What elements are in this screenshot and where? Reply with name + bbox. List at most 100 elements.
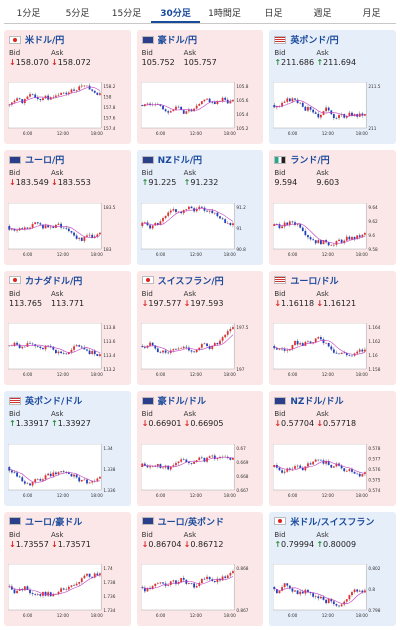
candle-body xyxy=(39,346,42,349)
candle-body xyxy=(203,343,206,345)
price-chart[interactable]: 197.5 197 6:00 12:00 18:00 xyxy=(140,322,260,381)
candle-body xyxy=(39,99,42,101)
currency-card[interactable]: 豪ドル/ドル Bid Ask ↓0.66901 ↓0.66905 0.67 0.6… xyxy=(136,391,264,506)
candle-body xyxy=(16,230,18,231)
tab-0[interactable]: 1分足 xyxy=(16,9,41,19)
pair-name[interactable]: 米ドル/スイスフラン xyxy=(290,517,375,528)
candle-body xyxy=(93,573,96,578)
candle-body xyxy=(351,236,354,240)
candle-body xyxy=(73,474,75,476)
price-chart[interactable]: 0.868 0.867 6:00 12:00 18:00 xyxy=(140,563,260,622)
pair-name[interactable]: ランド/円 xyxy=(290,156,330,167)
candle-body xyxy=(29,227,31,229)
price-chart[interactable]: 113.8 113.6 113.4 113.2 6:00 12:00 18:00 xyxy=(7,322,127,381)
currency-card[interactable]: 英ポンド/円 Bid Ask ↑211.686 ↑211.694 211.5 21… xyxy=(269,30,396,145)
trend-arrow-icon: ↓ xyxy=(9,178,16,188)
currency-card[interactable]: 米ドル/円 Bid Ask ↓158.070 ↓158.072 158.2 158… xyxy=(4,30,131,145)
currency-card[interactable]: ユーロ/ドル Bid Ask ↓1.16118 ↓1.16121 1.164 1.… xyxy=(269,270,396,386)
currency-card[interactable]: NZドル/ドル Bid Ask ↓0.57704 ↓0.57718 0.578 0… xyxy=(269,391,396,506)
currency-card[interactable]: 英ポンド/ドル Bid Ask ↑1.33917 ↑1.33927 1.34 1.… xyxy=(4,391,131,506)
price-chart[interactable]: 183.5 183 6:00 12:00 18:00 xyxy=(7,202,127,261)
pair-name[interactable]: NZドル/円 xyxy=(157,156,203,167)
currency-card[interactable]: NZドル/円 Bid Ask ↑91.225 ↑91.232 91.2 91 90.… xyxy=(136,150,264,265)
price-chart[interactable]: 211.5 211 6:00 12:00 18:00 xyxy=(273,82,392,140)
candle-body xyxy=(55,224,57,228)
price-chart[interactable]: 1.74 1.738 1.736 1.734 6:00 12:00 18:00 xyxy=(7,563,127,622)
pair-name[interactable]: 豪ドル/円 xyxy=(157,36,197,46)
currency-card[interactable]: 米ドル/スイスフラン Bid Ask ↑0.79994 ↑0.80009 0.8… xyxy=(269,511,396,626)
price-chart[interactable]: 0.802 0.8 0.798 6:00 12:00 18:00 xyxy=(273,563,392,622)
pair-name[interactable]: ユーロ/英ポンド xyxy=(157,517,224,528)
pair-name[interactable]: 英ポンド/ドル xyxy=(25,397,83,408)
tab-6[interactable]: 週足 xyxy=(313,9,332,19)
candle-body xyxy=(166,212,169,216)
candle-body xyxy=(164,215,167,218)
price-chart[interactable]: 1.164 1.162 1.16 1.158 6:00 12:00 18:00 xyxy=(273,322,392,381)
tab-4[interactable]: 1時間足 xyxy=(208,9,241,19)
candle-body xyxy=(208,99,211,103)
candle-body xyxy=(179,107,182,111)
candle-body xyxy=(26,343,29,347)
currency-card[interactable]: カナダドル/円 Bid Ask 113.765 113.771 113.8 113… xyxy=(4,270,131,386)
candle-body xyxy=(278,590,281,594)
price-chart[interactable]: 1.34 1.338 1.336 6:00 12:00 18:00 xyxy=(7,443,127,502)
currency-card[interactable]: ユーロ/英ポンド Bid Ask ↓0.86704 ↓0.86712 0.868… xyxy=(136,511,264,626)
currency-card[interactable]: スイスフラン/円 Bid Ask ↓197.577 ↓197.593 197.5… xyxy=(136,270,264,386)
candle-body xyxy=(200,206,203,208)
candle-body xyxy=(341,465,343,468)
candle-body xyxy=(221,337,224,341)
candle-body xyxy=(21,228,24,230)
price-chart[interactable]: 91.2 91 90.8 6:00 12:00 18:00 xyxy=(140,202,260,261)
currency-card[interactable]: ユーロ/豪ドル Bid Ask ↓1.73557 ↓1.73571 1.74 1.… xyxy=(4,511,131,626)
pair-name[interactable]: NZドル/ドル xyxy=(290,397,344,408)
price-chart[interactable]: 0.67 0.669 0.668 0.667 6:00 12:00 18:00 xyxy=(140,443,260,502)
candle-body xyxy=(286,222,289,225)
candle-body xyxy=(42,98,44,101)
pair-name[interactable]: 豪ドル/ドル xyxy=(157,397,206,408)
y-tick-label: 0.576 xyxy=(369,467,381,472)
candle-body xyxy=(141,346,143,348)
price-chart[interactable]: 105.8 105.6 105.4 105.2 6:00 12:00 18:00 xyxy=(140,82,260,140)
pair-name[interactable]: ユーロ/ドル xyxy=(290,276,339,287)
bid-price: ↓158.070 xyxy=(9,58,49,67)
tab-7[interactable]: 月足 xyxy=(362,9,381,19)
pair-name[interactable]: スイスフラン/円 xyxy=(157,276,224,287)
candle-body xyxy=(83,86,86,87)
moving-average-line xyxy=(141,100,233,112)
pair-name[interactable]: 米ドル/円 xyxy=(25,36,65,46)
candle-body xyxy=(39,223,42,225)
pair-name[interactable]: カナダドル/円 xyxy=(25,276,83,287)
currency-card[interactable]: 豪ドル/円 Bid Ask 105.752 105.757 105.8 105.6… xyxy=(136,30,264,145)
candle-body xyxy=(153,222,156,226)
bid-price: 9.594 xyxy=(274,178,298,188)
price-chart[interactable]: 0.578 0.577 0.576 0.575 0.574 6:00 12:00 18:00 xyxy=(273,443,392,502)
currency-card[interactable]: ユーロ/円 Bid Ask ↓183.549 ↓183.553 183.5 183… xyxy=(4,150,131,265)
pair-name[interactable]: 英ポンド/円 xyxy=(290,36,339,46)
trend-arrow-icon: ↑ xyxy=(274,58,282,67)
candle-body xyxy=(223,98,226,101)
candle-body xyxy=(36,346,39,347)
price-chart[interactable]: 9.64 9.62 9.6 9.58 6:00 12:00 18:00 xyxy=(273,202,392,261)
candle-body xyxy=(309,236,312,240)
currency-card[interactable]: ランド/円 Bid Ask 9.594 9.603 9.64 9.62 9.6 9.5… xyxy=(269,150,396,265)
candle-body xyxy=(231,457,234,460)
candle-body xyxy=(223,576,226,578)
tab-5[interactable]: 日足 xyxy=(264,9,283,19)
candle-body xyxy=(36,222,39,224)
pair-name[interactable]: ユーロ/円 xyxy=(25,156,65,167)
tab-3[interactable]: 30分足 xyxy=(151,4,200,23)
candle-body xyxy=(26,96,29,100)
candle-body xyxy=(75,90,78,92)
pair-name[interactable]: ユーロ/豪ドル xyxy=(25,517,83,528)
bid-price: ↑91.225 xyxy=(141,178,177,188)
tab-2[interactable]: 15分足 xyxy=(111,9,142,19)
candle-body xyxy=(338,115,341,119)
tab-1[interactable]: 5分足 xyxy=(65,9,90,19)
candle-body xyxy=(187,109,190,112)
candle-body xyxy=(70,89,73,93)
candle-body xyxy=(343,601,346,605)
chart-plot-area xyxy=(273,563,367,611)
candle-body xyxy=(151,465,154,467)
moving-average-line xyxy=(141,576,233,590)
price-chart[interactable]: 158.2 158 157.8 157.6 157.4 6:00 12:00 18:00 xyxy=(7,82,127,140)
